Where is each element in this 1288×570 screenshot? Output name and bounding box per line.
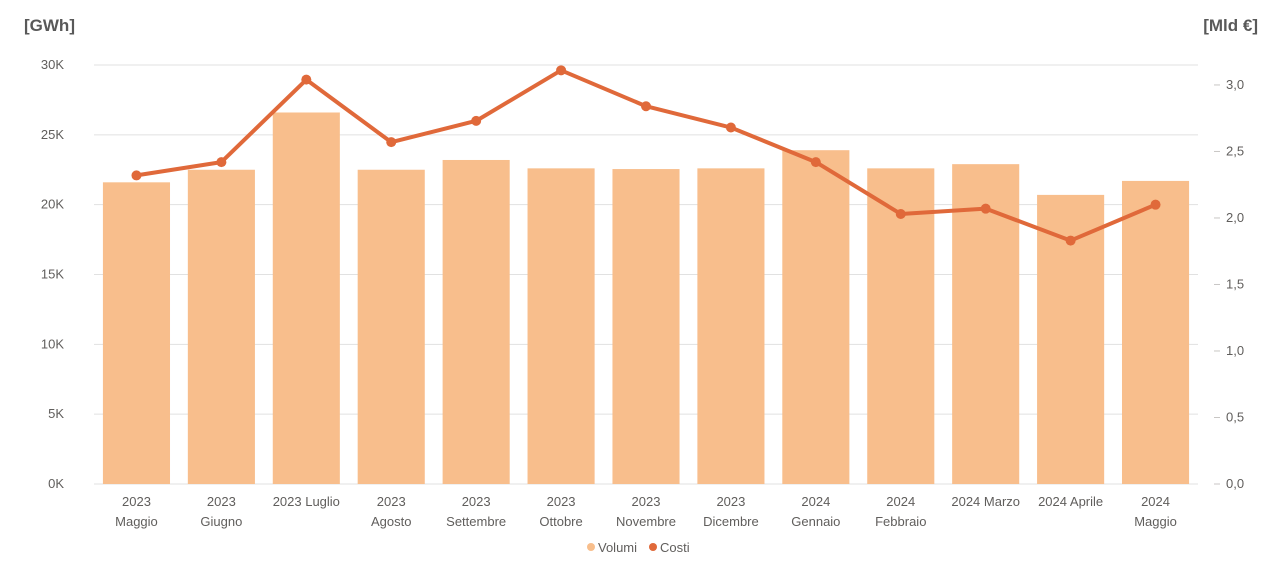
line-point (386, 137, 397, 148)
line-point (556, 65, 567, 76)
left-tick-label: 30K (41, 57, 64, 72)
left-axis-ticks: 0K 5K 10K 15K 20K 25K 30K (41, 57, 64, 491)
bar (782, 150, 850, 485)
left-tick-label: 20K (41, 197, 64, 212)
bar (187, 169, 255, 484)
legend-label-costi: Costi (660, 540, 690, 555)
category-label: 2024 Gennaio (791, 494, 840, 529)
bar (612, 169, 680, 484)
category-label: 2024 Marzo (951, 494, 1020, 509)
line-point (301, 74, 312, 85)
category-label: 2023 Luglio (273, 494, 340, 509)
category-label: 2023 Dicembre (703, 494, 759, 529)
category-label: 2023 Ottobre (539, 494, 582, 529)
category-label: 2024 Febbraio (875, 494, 926, 529)
right-axis-unit: [Mld €] (1203, 16, 1258, 35)
bar (442, 159, 510, 484)
left-axis-unit: [GWh] (24, 16, 75, 35)
line-point (131, 170, 142, 181)
right-tick-label: 1,5 (1226, 276, 1244, 291)
legend: Volumi Costi (587, 540, 690, 555)
category-axis-labels: 2023 Maggio 2023 Giugno 2023 Luglio 2023 Agost… (115, 494, 1177, 529)
bar (867, 168, 935, 484)
left-tick-label: 25K (41, 127, 64, 142)
right-tick-label: 3,0 (1226, 77, 1244, 92)
line-point (810, 157, 821, 168)
legend-label-volumi: Volumi (598, 540, 637, 555)
category-label: 2024 Maggio (1134, 494, 1177, 529)
line-point (1065, 235, 1076, 246)
category-label: 2023 Maggio (115, 494, 158, 529)
line-point (980, 203, 991, 214)
bar (527, 168, 595, 484)
right-tick-label: 0,5 (1226, 409, 1244, 424)
bar (697, 168, 765, 484)
legend-marker-costi (649, 543, 657, 551)
bar (1121, 180, 1190, 484)
line-point (1150, 199, 1161, 210)
right-tick-label: 0,0 (1226, 476, 1244, 491)
bar-series (102, 112, 1190, 485)
right-axis-ticks: 0,0 0,5 1,0 1,5 2,0 2,5 3,0 (1214, 77, 1244, 491)
bar (272, 112, 340, 484)
right-tick-label: 1,0 (1226, 343, 1244, 358)
left-tick-label: 15K (41, 267, 64, 282)
legend-marker-volumi (587, 543, 595, 551)
line-point (725, 122, 736, 133)
line-series (131, 65, 1161, 246)
category-label: 2023 Agosto (371, 494, 411, 529)
left-tick-label: 5K (48, 406, 64, 421)
line-point (216, 157, 227, 168)
line-point (895, 208, 906, 219)
category-label: 2023 Settembre (446, 494, 506, 529)
line-point (641, 101, 651, 112)
category-label: 2023 Novembre (616, 494, 676, 529)
line-point (471, 115, 482, 126)
category-label: 2024 Aprile (1038, 494, 1103, 509)
right-tick-label: 2,5 (1226, 143, 1244, 158)
right-tick-label: 2,0 (1226, 210, 1244, 225)
bar (357, 169, 425, 484)
category-label: 2023 Giugno (200, 494, 242, 529)
bar (102, 182, 171, 484)
left-tick-label: 10K (41, 336, 64, 351)
left-tick-label: 0K (48, 476, 64, 491)
